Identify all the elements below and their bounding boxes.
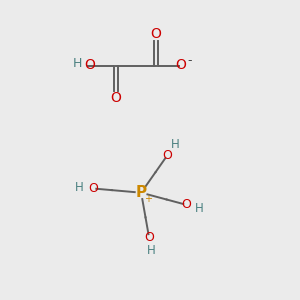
Text: O: O	[162, 149, 172, 162]
Text: +: +	[145, 194, 152, 204]
Text: O: O	[84, 58, 95, 72]
Text: H: H	[72, 57, 82, 70]
Text: O: O	[111, 92, 122, 106]
Text: H: H	[147, 244, 156, 257]
Text: P: P	[136, 185, 147, 200]
Text: -: -	[187, 54, 191, 67]
Text: O: O	[182, 198, 192, 212]
Text: O: O	[144, 231, 154, 244]
Text: O: O	[88, 182, 98, 195]
Text: O: O	[176, 58, 186, 72]
Text: H: H	[171, 138, 179, 151]
Text: H: H	[195, 202, 204, 215]
Text: H: H	[75, 181, 84, 194]
Text: O: O	[151, 27, 161, 41]
